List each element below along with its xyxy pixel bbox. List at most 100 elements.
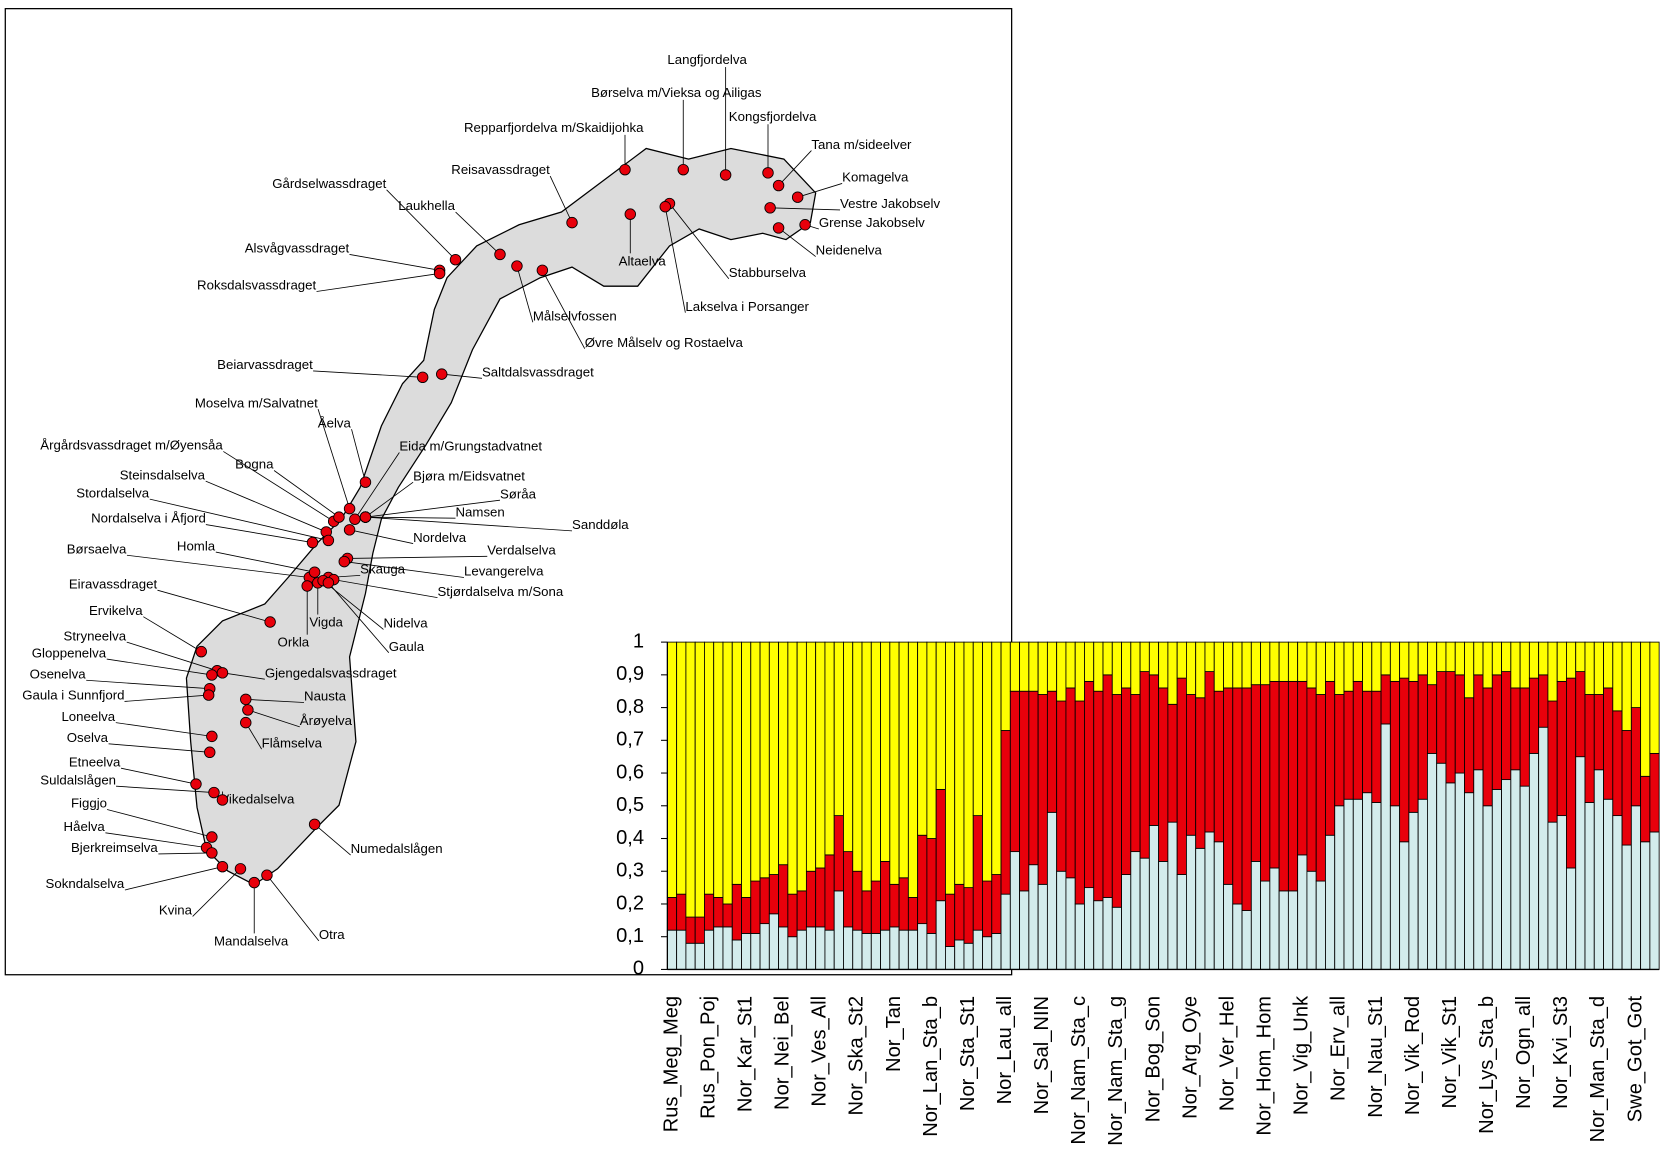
river-label: Tana m/sideelver	[811, 137, 912, 152]
bar-segment	[1511, 688, 1520, 770]
river-label: Langfjordelva	[667, 52, 747, 67]
river-site	[800, 219, 811, 230]
bar-segment	[1186, 835, 1195, 969]
bar-segment	[1390, 681, 1399, 805]
bar-segment	[834, 642, 843, 815]
bar-segment	[1122, 688, 1131, 875]
bar-segment	[1307, 642, 1316, 688]
bar-segment	[732, 940, 741, 969]
river-label: Loneelva	[61, 709, 115, 724]
bar-segment	[1066, 642, 1075, 688]
bar-segment	[936, 642, 945, 789]
river-site	[209, 787, 220, 798]
river-site	[678, 164, 689, 175]
river-site	[323, 535, 334, 546]
bar-segment	[1576, 757, 1585, 970]
bar-segment	[806, 927, 815, 970]
bar-segment	[1400, 842, 1409, 970]
bar-segment	[955, 642, 964, 884]
bar-segment	[1261, 642, 1270, 685]
bar-segment	[1585, 803, 1594, 970]
bar-segment	[751, 881, 760, 933]
bar-segment	[945, 894, 954, 946]
bar-segment	[1353, 799, 1362, 969]
bar-segment	[1094, 691, 1103, 900]
bar-segment	[899, 642, 908, 878]
bar-segment	[1168, 642, 1177, 704]
y-tick-label: 0,5	[616, 794, 644, 816]
x-tick-label: Nor_Vik_Rod	[1402, 996, 1424, 1115]
river-label: Vestre Jakobselv	[840, 196, 940, 211]
river-site	[512, 261, 523, 272]
river-label: Nordalselva i Åfjord	[91, 511, 206, 526]
bar-segment	[1344, 691, 1353, 799]
bar-segment	[769, 875, 778, 914]
bar-segment	[1307, 688, 1316, 871]
bar-segment	[1548, 822, 1557, 969]
bar-segment	[1437, 763, 1446, 969]
x-tick-label: Nor_Nam_Sta_c	[1068, 996, 1090, 1145]
bar-segment	[1372, 642, 1381, 691]
bar-segment	[686, 943, 695, 969]
bar-segment	[881, 861, 890, 930]
bar-segment	[918, 642, 927, 835]
bar-segment	[1446, 672, 1455, 783]
x-tick-label: Nor_Vik_St1	[1439, 996, 1461, 1109]
bar-segment	[1548, 701, 1557, 822]
bar-segment	[1140, 672, 1149, 859]
bar-segment	[1103, 897, 1112, 969]
bar-segment	[853, 871, 862, 930]
river-label: Sokndalselva	[46, 876, 125, 891]
bar-segment	[1548, 642, 1557, 701]
bar-segment	[1316, 694, 1325, 881]
river-label: Nidelva	[383, 616, 428, 631]
bar-segment	[983, 642, 992, 881]
x-tick-label: Nor_Bog_Son	[1142, 996, 1164, 1122]
bar-segment	[918, 835, 927, 923]
bar-segment	[1483, 806, 1492, 970]
river-label: Søråa	[500, 486, 537, 501]
bar-segment	[1001, 730, 1010, 894]
bar-segment	[1261, 881, 1270, 969]
bar-segment	[714, 927, 723, 970]
bar-segment	[1604, 799, 1613, 969]
river-site	[625, 209, 636, 220]
bar-segment	[1427, 642, 1436, 685]
bar-segment	[723, 642, 732, 904]
bar-segment	[732, 884, 741, 940]
x-tick-label: Nor_Nau_St1	[1365, 996, 1387, 1118]
bar-segment	[992, 642, 1001, 874]
bar-segment	[890, 884, 899, 927]
bar-segment	[1557, 642, 1566, 681]
bar-segment	[1038, 884, 1047, 969]
river-site	[204, 747, 215, 758]
x-tick-label: Nor_Tan	[883, 996, 905, 1072]
bar-segment	[1594, 694, 1603, 769]
bar-segment	[1020, 642, 1029, 691]
bar-segment	[1270, 868, 1279, 969]
bar-segment	[667, 642, 676, 897]
bar-segment	[1224, 688, 1233, 884]
bar-segment	[1010, 642, 1019, 691]
river-site	[203, 690, 214, 701]
bar-segment	[1622, 642, 1631, 730]
bar-segment	[1455, 773, 1464, 969]
x-tick-label: Rus_Meg_Meg	[660, 996, 682, 1132]
bar-segment	[1242, 642, 1251, 688]
river-label: Øvre Målselv og Rostaelva	[585, 335, 744, 350]
river-site	[191, 779, 202, 790]
bar-segment	[1641, 776, 1650, 841]
bar-segment	[695, 917, 704, 943]
bar-segment	[1288, 891, 1297, 970]
bar-segment	[1390, 806, 1399, 970]
bar-segment	[862, 642, 871, 891]
bar-segment	[1502, 672, 1511, 780]
bar-segment	[918, 924, 927, 970]
river-label: Kongsfjordelva	[729, 109, 817, 124]
river-label: Åelva	[318, 415, 352, 430]
bar-segment	[1224, 642, 1233, 688]
bar-segment	[779, 927, 788, 970]
river-site	[207, 832, 218, 843]
x-tick-label: Nor_Sal_NIN	[1031, 996, 1053, 1114]
bar-segment	[723, 904, 732, 927]
